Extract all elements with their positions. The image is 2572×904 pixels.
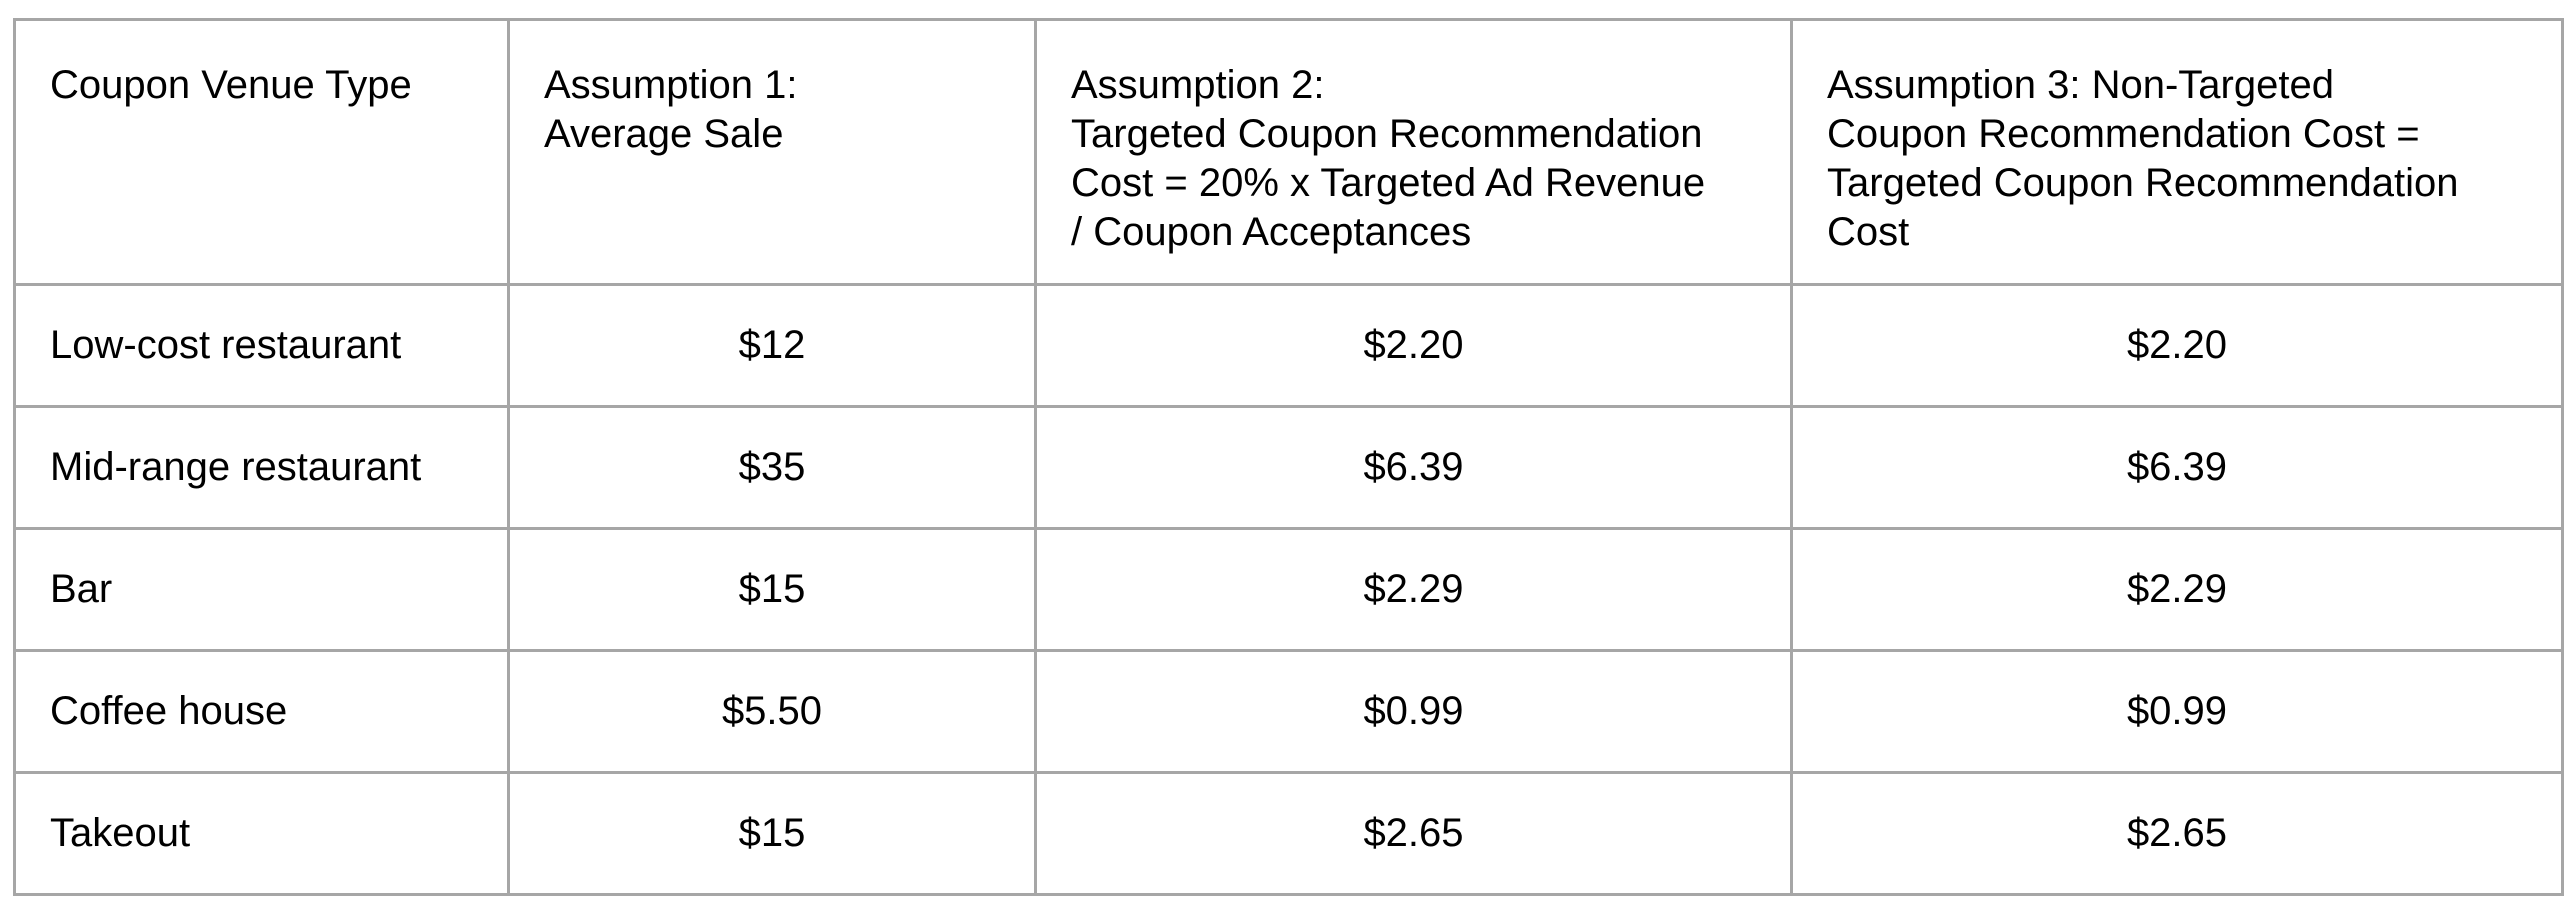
targeted-cost-cell: $6.39 [1034,405,1793,530]
table-row: Coffee house $5.50 $0.99 $0.99 [13,649,2564,774]
venue-type-cell: Takeout [13,771,510,896]
average-sale-cell: $35 [507,405,1037,530]
venue-type-cell: Mid-range restaurant [13,405,510,530]
header-row: Coupon Venue Type Assumption 1: Average … [13,18,2564,286]
average-sale-cell: $15 [507,527,1037,652]
average-sale-cell: $15 [507,771,1037,896]
venue-type-cell: Low-cost restaurant [13,283,510,408]
header-assumption-1: Assumption 1: Average Sale [507,18,1037,286]
header-assumption-2: Assumption 2: Targeted Coupon Recommenda… [1034,18,1793,286]
targeted-cost-cell: $0.99 [1034,649,1793,774]
targeted-cost-cell: $2.20 [1034,283,1793,408]
targeted-cost-cell: $2.29 [1034,527,1793,652]
header-venue-type: Coupon Venue Type [13,18,510,286]
non-targeted-cost-cell: $2.29 [1790,527,2564,652]
table-row: Mid-range restaurant $35 $6.39 $6.39 [13,405,2564,530]
table-row: Bar $15 $2.29 $2.29 [13,527,2564,652]
header-assumption-3: Assumption 3: Non-Targeted Coupon Recomm… [1790,18,2564,286]
assumptions-table: Coupon Venue Type Assumption 1: Average … [13,18,2564,896]
venue-type-cell: Bar [13,527,510,652]
average-sale-cell: $12 [507,283,1037,408]
table-row: Takeout $15 $2.65 $2.65 [13,771,2564,896]
non-targeted-cost-cell: $6.39 [1790,405,2564,530]
average-sale-cell: $5.50 [507,649,1037,774]
non-targeted-cost-cell: $0.99 [1790,649,2564,774]
non-targeted-cost-cell: $2.20 [1790,283,2564,408]
non-targeted-cost-cell: $2.65 [1790,771,2564,896]
table-row: Low-cost restaurant $12 $2.20 $2.20 [13,283,2564,408]
targeted-cost-cell: $2.65 [1034,771,1793,896]
venue-type-cell: Coffee house [13,649,510,774]
